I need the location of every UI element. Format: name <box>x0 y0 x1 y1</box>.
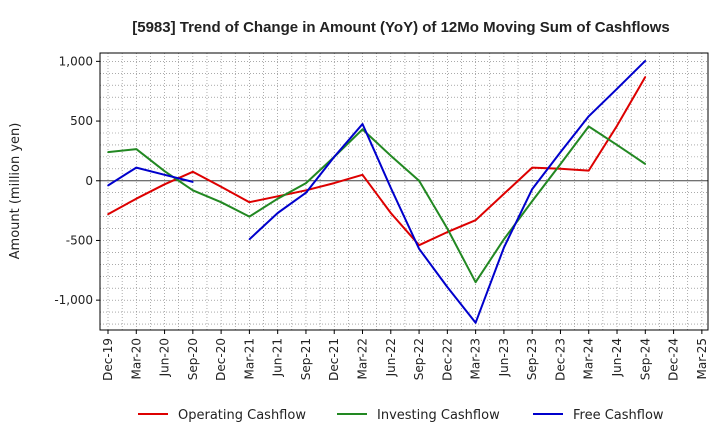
free-cashflow-line <box>248 60 647 324</box>
x-tick-label: Mar-22 <box>356 338 370 379</box>
x-tick-label: Dec-20 <box>214 338 228 381</box>
free-cashflow-line <box>107 166 194 187</box>
grid <box>100 53 708 330</box>
x-tick-label: Mar-20 <box>129 338 143 379</box>
x-tick-label: Dec-24 <box>667 338 681 381</box>
legend-label-investing-cashflow: Investing Cashflow <box>377 408 500 423</box>
legend: Operating Cashflow Investing Cashflow Free… <box>138 408 664 423</box>
x-tick-label: Mar-25 <box>695 338 709 379</box>
x-tick-label: Jun-24 <box>610 338 624 377</box>
x-tick-label: Jun-22 <box>384 338 398 377</box>
x-tick-label: Dec-22 <box>440 338 454 381</box>
x-tick-label: Sep-24 <box>638 338 652 380</box>
x-tick-label: Sep-23 <box>525 338 539 380</box>
x-axis: Dec-19 Mar-20 Jun-20 Sep-20 Dec-20 Mar-21 Jun-… <box>101 330 709 381</box>
y-axis-label: Amount (million yen) <box>8 123 23 260</box>
series-group <box>107 59 647 324</box>
investing-cashflow-line <box>107 125 646 284</box>
x-tick-label: Sep-21 <box>299 338 313 380</box>
x-tick-label: Mar-21 <box>242 338 256 379</box>
y-tick-label: -1,000 <box>54 293 93 307</box>
x-tick-label: Jun-23 <box>497 338 511 377</box>
x-tick-label: Mar-23 <box>469 338 483 379</box>
x-tick-label: Mar-24 <box>582 338 596 379</box>
x-tick-label: Sep-22 <box>412 338 426 380</box>
chart-title: [5983] Trend of Change in Amount (YoY) o… <box>132 19 670 36</box>
y-tick-label: 0 <box>85 174 93 188</box>
y-axis: -1,000 -500 0 500 1,000 <box>54 54 100 307</box>
x-tick-label: Sep-20 <box>186 338 200 380</box>
legend-label-operating-cashflow: Operating Cashflow <box>178 408 306 423</box>
x-tick-label: Dec-21 <box>327 338 341 381</box>
plot-frame <box>99 52 709 331</box>
legend-label-free-cashflow: Free Cashflow <box>573 408 664 423</box>
x-tick-label: Dec-19 <box>101 338 115 381</box>
y-tick-label: 500 <box>70 114 93 128</box>
x-tick-label: Jun-21 <box>271 338 285 377</box>
x-tick-label: Jun-20 <box>158 338 172 377</box>
y-tick-label: -500 <box>66 233 93 247</box>
y-tick-label: 1,000 <box>59 54 93 68</box>
x-tick-label: Dec-23 <box>553 338 567 381</box>
